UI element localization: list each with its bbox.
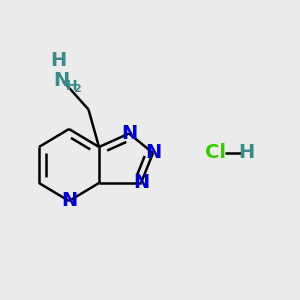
Text: H: H — [238, 143, 254, 163]
Text: N: N — [61, 191, 77, 211]
Text: N: N — [121, 124, 137, 143]
Text: N: N — [53, 71, 70, 91]
Text: Cl: Cl — [206, 143, 226, 163]
Text: H: H — [50, 50, 67, 70]
Text: N: N — [145, 143, 161, 163]
Text: N: N — [133, 173, 149, 193]
Text: H: H — [66, 80, 77, 93]
Text: 2: 2 — [73, 83, 80, 94]
